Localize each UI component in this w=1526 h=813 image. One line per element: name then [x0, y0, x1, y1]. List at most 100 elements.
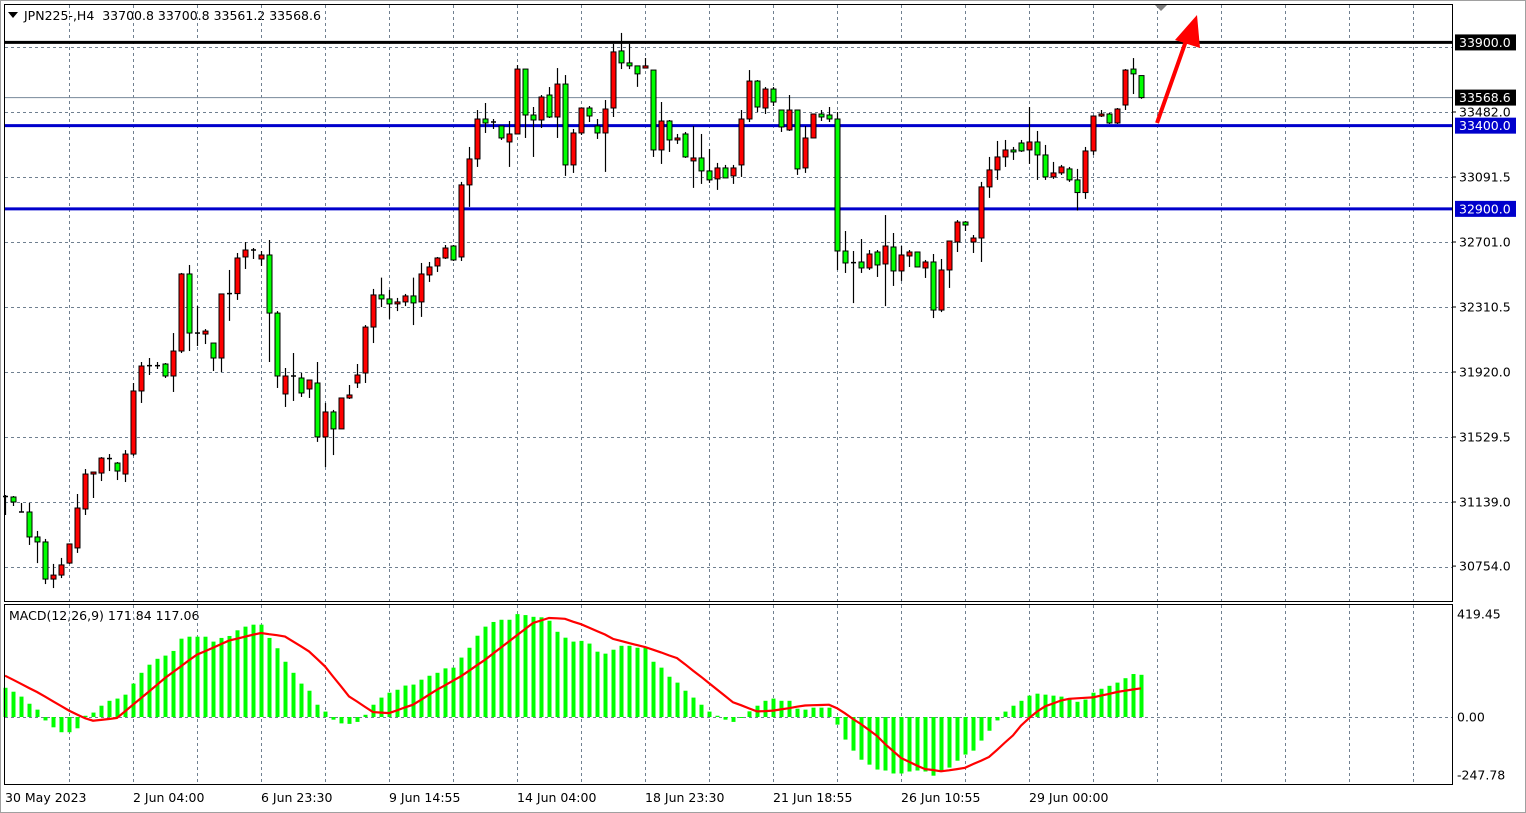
current-price-label: 33568.6 — [1459, 90, 1511, 105]
x-tick-label: 14 Jun 04:00 — [517, 790, 596, 805]
candle — [362, 325, 369, 383]
macd-panel-border — [4, 604, 1453, 785]
candle — [930, 253, 937, 319]
candle — [634, 65, 641, 87]
candle-body — [538, 96, 545, 121]
candle — [562, 75, 569, 176]
candle — [1130, 58, 1137, 95]
candle — [442, 244, 449, 259]
arrow-head-icon[interactable] — [1175, 15, 1200, 48]
candle-body — [994, 156, 1001, 171]
candle — [394, 297, 401, 312]
candle-body — [858, 261, 865, 269]
candle-body — [754, 80, 761, 108]
candle-body — [898, 254, 905, 272]
candle-body — [402, 295, 409, 303]
candle — [227, 269, 232, 321]
candle — [82, 469, 89, 515]
candle-body — [866, 253, 873, 269]
candle — [3, 495, 8, 515]
level-price-tag — [1455, 34, 1516, 51]
macd-histogram-bar — [531, 616, 536, 717]
candle-body — [714, 167, 721, 180]
macd-label: MACD(12,26,9) 171.84 117.06 — [9, 608, 199, 623]
candle-body — [274, 312, 281, 377]
candle — [554, 68, 561, 138]
candle-body — [802, 137, 809, 169]
candle — [810, 113, 817, 139]
candle — [546, 87, 553, 118]
macd-histogram-bar — [371, 704, 376, 717]
macd-histogram-bar — [923, 717, 928, 772]
macd-histogram-bar — [803, 709, 808, 717]
macd-main-value: 171.84 — [107, 608, 152, 623]
candle — [434, 256, 441, 272]
macd-histogram-bar — [179, 638, 184, 717]
y-tick-label: 32310.5 — [1459, 299, 1511, 314]
macd-histogram-bar — [299, 683, 304, 717]
macd-histogram-bar — [515, 614, 520, 717]
candle — [666, 119, 673, 152]
y-tick-label: 33482.0 — [1459, 105, 1511, 120]
macd-histogram-bar — [547, 620, 552, 717]
candle-body — [562, 83, 569, 166]
macd-histogram-bar — [59, 717, 64, 733]
candle-body — [674, 137, 681, 141]
candle-body — [458, 184, 465, 258]
candle — [26, 502, 33, 545]
macd-histogram-bar — [91, 712, 96, 717]
candle — [1058, 164, 1065, 175]
collapse-triangle-icon[interactable] — [8, 12, 18, 18]
macd-histogram-bar — [715, 715, 720, 717]
candle — [874, 249, 881, 277]
candle-body — [74, 507, 81, 549]
main-panel-border — [4, 4, 1453, 602]
macd-histogram-bar — [339, 717, 344, 724]
macd-histogram-bar — [67, 717, 72, 733]
x-tick-label: 18 Jun 23:30 — [645, 790, 724, 805]
candle-body — [210, 342, 217, 359]
candle — [10, 496, 17, 506]
candle — [155, 362, 160, 370]
up-arrow-annotation[interactable] — [1155, 15, 1200, 124]
horizontal-levels[interactable] — [5, 40, 1452, 211]
candle — [938, 258, 945, 313]
macd-y-tick-label: -247.78 — [1457, 768, 1505, 783]
candle — [802, 125, 809, 173]
candle — [314, 362, 321, 442]
macd-histogram-bar — [907, 717, 912, 772]
candle-body — [826, 114, 833, 120]
candle-body — [1114, 108, 1121, 124]
macd-histogram-bar — [627, 645, 632, 717]
macd-histogram-bar — [955, 717, 960, 761]
candle — [978, 181, 985, 262]
arrow-shaft[interactable] — [1155, 37, 1189, 124]
candle — [858, 239, 865, 273]
candle-body — [82, 473, 89, 510]
chart-shift-marker-icon[interactable] — [1155, 5, 1167, 11]
candle-body — [786, 109, 793, 131]
macd-histogram-bar — [947, 717, 952, 768]
candle-body — [50, 574, 57, 580]
candle-body — [874, 251, 881, 266]
candle — [130, 382, 137, 457]
macd-histogram-bar — [83, 715, 88, 717]
candle — [530, 107, 537, 157]
candle — [986, 156, 993, 198]
candle-body — [1034, 141, 1041, 156]
candle — [882, 215, 889, 307]
candle — [147, 358, 152, 375]
macd-histogram-bar — [1067, 698, 1072, 717]
macd-histogram-bar — [747, 711, 752, 717]
candle — [346, 384, 353, 399]
candle-body — [122, 453, 129, 475]
candle-body — [578, 107, 585, 134]
macd-histogram-bar — [635, 647, 640, 717]
macd-histogram-bar — [211, 641, 216, 717]
candle-body — [1098, 113, 1105, 117]
candle — [450, 244, 457, 261]
candle-body — [690, 157, 697, 162]
macd-histogram-bar — [443, 668, 448, 717]
macd-histogram-bar — [1107, 685, 1112, 717]
